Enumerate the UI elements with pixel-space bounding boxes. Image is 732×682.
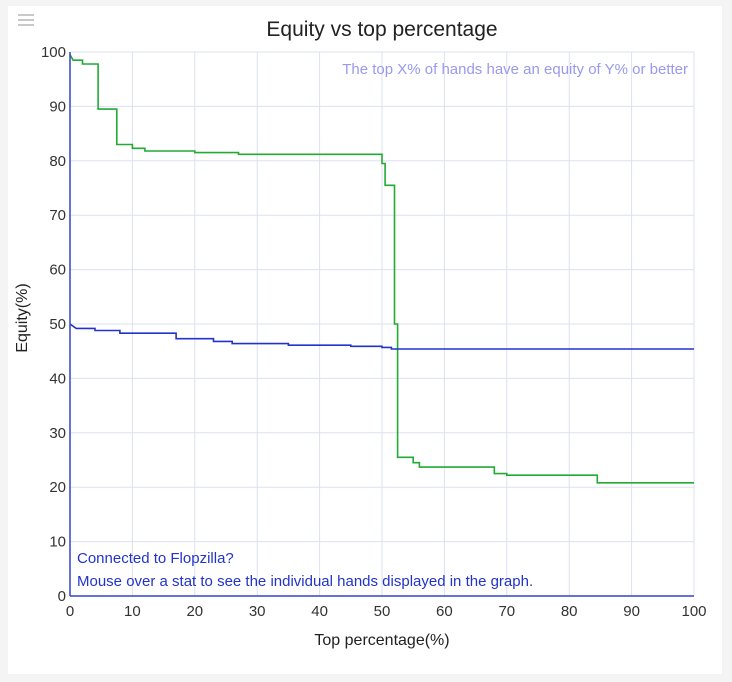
y-tick-label: 60 xyxy=(49,262,66,279)
x-tick-label: 0 xyxy=(66,603,74,620)
x-tick-label: 60 xyxy=(436,603,453,620)
y-tick-label: 40 xyxy=(49,370,66,387)
y-axis-label: Equity(%) xyxy=(14,283,31,352)
y-tick-label: 100 xyxy=(41,44,66,61)
mouse-over-note: Mouse over a stat to see the individual … xyxy=(77,573,533,590)
x-tick-label: 20 xyxy=(186,603,203,620)
series-line-2 xyxy=(69,323,694,350)
x-tick-label: 50 xyxy=(374,603,391,620)
chart-panel: 0 10 20 30 40 50 60 70 80 90 100 0 10 20 30 40 50 60 70 80 9… xyxy=(8,6,722,674)
axes xyxy=(69,52,694,597)
x-tick-label: 80 xyxy=(561,603,578,620)
y-tick-label: 90 xyxy=(49,98,66,115)
y-tick-label: 70 xyxy=(49,207,66,224)
hamburger-menu-icon[interactable] xyxy=(18,12,34,26)
series-layer xyxy=(69,54,694,484)
y-tick-label: 80 xyxy=(49,153,66,170)
equity-chart: 0 10 20 30 40 50 60 70 80 90 100 0 10 20 30 40 50 60 70 80 9… xyxy=(14,18,707,649)
x-tick-label: 100 xyxy=(681,603,706,620)
x-tick-label: 90 xyxy=(623,603,640,620)
tick-labels: 0 10 20 30 40 50 60 70 80 90 100 0 10 20 30 40 50 60 70 80 9… xyxy=(41,44,707,620)
grid-lines xyxy=(69,51,695,597)
y-tick-label: 0 xyxy=(58,588,66,605)
series-line-1 xyxy=(69,54,694,484)
x-tick-label: 40 xyxy=(311,603,328,620)
x-tick-label: 30 xyxy=(249,603,266,620)
flopzilla-note: Connected to Flopzilla? xyxy=(77,550,234,567)
chart-title: Equity vs top percentage xyxy=(266,18,497,41)
y-tick-label: 30 xyxy=(49,425,66,442)
y-tick-label: 20 xyxy=(49,479,66,496)
x-tick-label: 10 xyxy=(124,603,141,620)
x-axis-label: Top percentage(%) xyxy=(314,632,449,649)
y-tick-label: 10 xyxy=(49,534,66,551)
x-tick-label: 70 xyxy=(498,603,515,620)
chart-subtitle: The top X% of hands have an equity of Y%… xyxy=(342,61,688,78)
y-tick-label: 50 xyxy=(49,316,66,333)
